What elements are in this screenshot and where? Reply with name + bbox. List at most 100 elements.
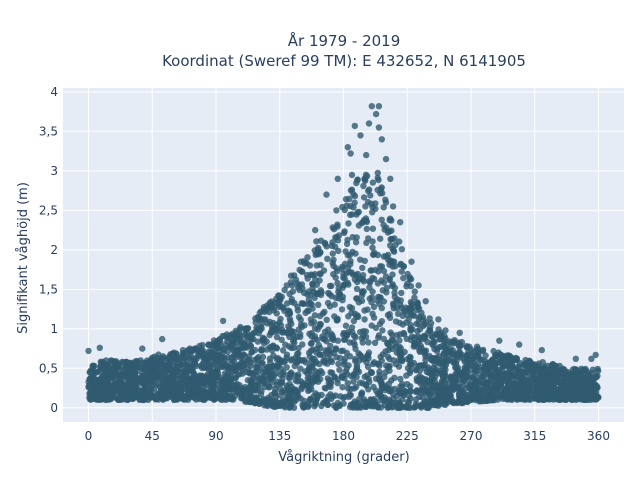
data-point [287,318,294,325]
data-point [398,403,406,410]
data-point [219,317,227,325]
data-point [337,393,344,400]
data-point [392,318,400,325]
data-point [328,282,335,290]
data-point [400,274,407,282]
data-point [407,326,414,333]
data-point [413,320,420,327]
data-point [368,200,375,207]
data-point [334,379,341,387]
data-point [368,103,375,110]
data-point [115,391,122,398]
data-point [291,335,298,342]
data-point [432,395,439,403]
data-point [268,303,275,311]
data-point [341,336,348,343]
data-point [379,190,386,197]
data-point [122,392,130,399]
data-point [516,341,523,348]
data-point [377,294,384,301]
data-point [390,391,397,398]
data-point [497,382,505,390]
data-point [352,239,360,246]
data-point [258,388,265,395]
data-point [346,251,354,259]
data-point [342,196,350,203]
data-point [258,346,265,353]
data-point [387,175,394,182]
data-point [304,370,311,377]
data-point [523,390,530,397]
data-point [394,296,401,303]
data-point [254,397,261,404]
data-point [214,381,221,388]
data-point [273,333,281,341]
data-point [332,345,340,352]
data-point [389,281,396,288]
data-point [350,191,357,198]
data-point [348,309,355,317]
data-point [389,263,396,270]
data-point [355,222,363,229]
data-point [383,284,390,292]
data-point [341,228,348,235]
data-point [374,174,381,182]
data-point [497,351,505,359]
data-point [394,310,402,317]
data-point [380,221,387,229]
data-point [283,364,290,371]
data-point [240,340,247,347]
data-point [351,341,358,349]
data-point [285,308,293,316]
data-point [356,379,364,386]
data-point [122,358,129,366]
data-point [313,238,320,245]
data-point [328,369,336,376]
data-point [86,369,94,376]
data-point [323,397,330,404]
data-point [334,317,341,324]
data-point [447,373,454,380]
data-point [294,378,301,385]
data-point [317,345,324,352]
data-point [183,366,191,374]
data-point [111,359,118,366]
data-point [323,316,330,323]
x-tick-label: 225 [396,429,419,443]
data-point [380,253,388,260]
data-point [151,353,158,360]
data-point [221,332,228,340]
data-point [557,370,564,377]
data-point [286,290,293,298]
data-point [359,264,366,272]
data-point [324,255,331,262]
data-point [268,329,275,336]
data-point [380,204,387,211]
data-point [577,372,584,379]
data-point [463,396,470,403]
data-point [236,371,243,378]
y-tick-labels: 0 0,5 1 1,5 2 2,5 3 3,5 4 [39,85,58,415]
data-point [434,345,441,352]
data-point [499,360,506,367]
data-point [415,282,422,289]
data-point [312,226,319,234]
data-point [359,289,366,296]
data-point [173,378,180,385]
data-point [316,320,324,328]
data-point [389,245,396,253]
data-point [407,321,414,329]
data-point [480,374,488,381]
data-point [388,227,395,234]
data-point [346,391,353,398]
data-point [333,207,340,214]
data-point [420,362,427,369]
data-point [232,381,239,389]
data-point [508,396,516,403]
data-point [182,395,189,402]
data-point [350,204,357,211]
data-point [316,360,323,368]
data-point [526,396,534,403]
data-point [127,359,134,366]
data-point [343,270,350,277]
